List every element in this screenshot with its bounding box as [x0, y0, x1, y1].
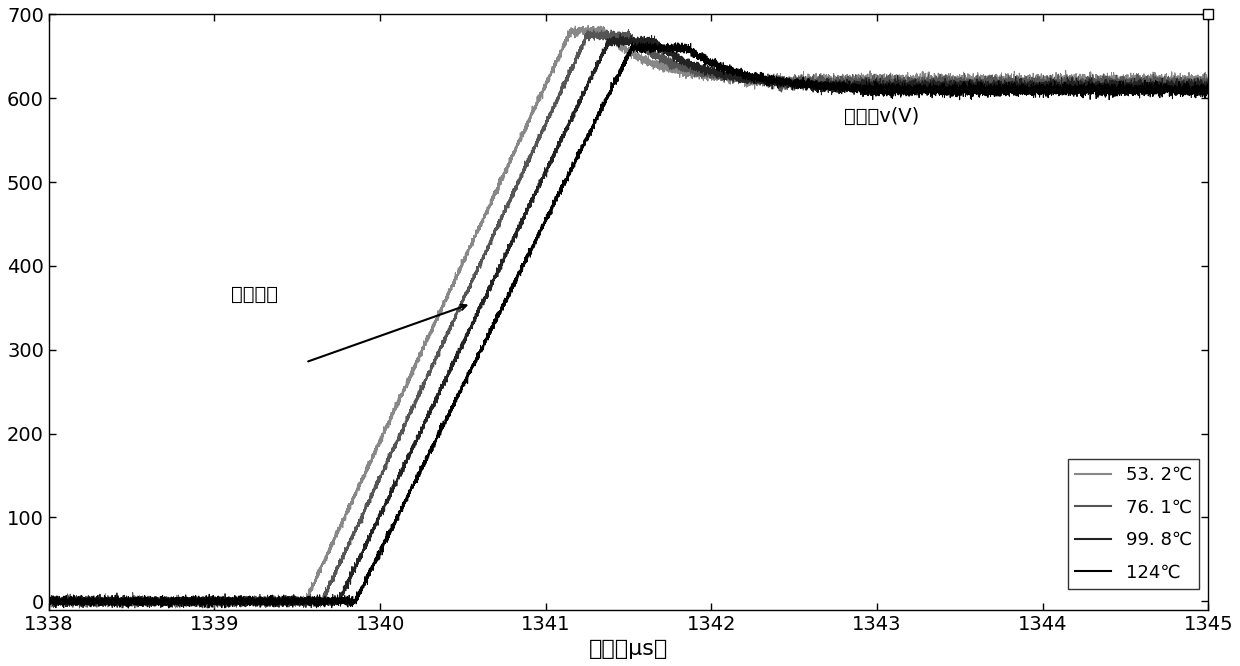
- Text: 相电压v(V): 相电压v(V): [844, 107, 919, 126]
- Text: 温度上升: 温度上升: [231, 284, 278, 304]
- Legend: 53. 2℃, 76. 1℃, 99. 8℃, 124℃: 53. 2℃, 76. 1℃, 99. 8℃, 124℃: [1068, 459, 1199, 589]
- X-axis label: 时间（μs）: 时间（μs）: [589, 639, 668, 659]
